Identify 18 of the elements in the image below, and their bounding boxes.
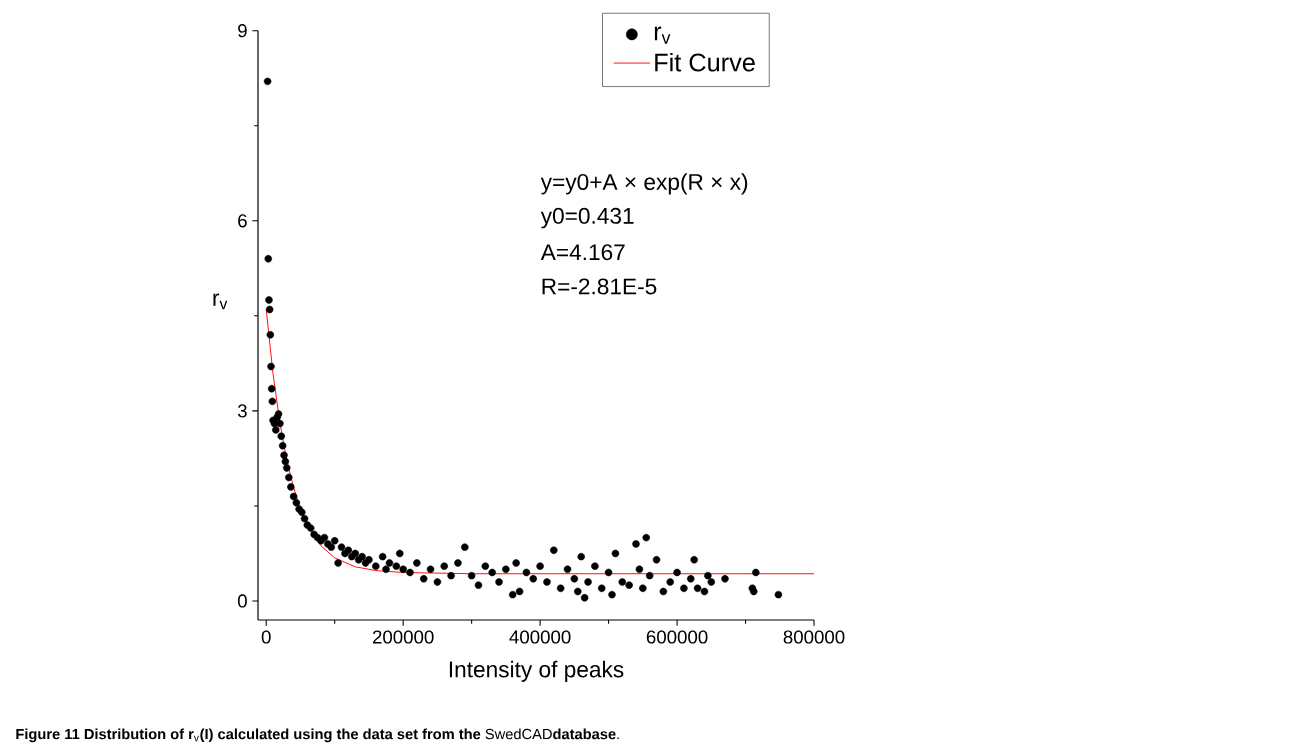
x-axis-title: Intensity of peaks — [449, 660, 624, 682]
legend-label: Fit Curve — [655, 52, 755, 72]
x-tick-label: 800000 — [783, 630, 845, 644]
y-tick-label: 3 — [237, 404, 247, 418]
x-tick-label: 0 — [261, 630, 271, 644]
annotation: A=4.167 — [540, 244, 625, 261]
legend-label: r$_{v}$ — [654, 26, 671, 44]
y-tick-label: 6 — [238, 214, 247, 228]
annotation: y0=0.431 — [540, 207, 634, 229]
x-tick-label: 400000 — [509, 630, 571, 644]
y-tick-label: 0 — [237, 594, 247, 608]
annotation: y=y0+A × exp(R × x) — [540, 173, 748, 195]
y-tick-label: 9 — [238, 24, 247, 38]
x-tick-label: 200000 — [372, 630, 434, 644]
y-axis-title: r$_{v}$ — [213, 293, 228, 310]
annotation: R=-2.81E-5 — [542, 278, 657, 295]
text: Figure 11 Distribution of r$_{v}$(I) calculated using the data set from the SwedCADdatabase. — [16, 728, 619, 743]
x-tick-label: 600000 — [646, 630, 708, 644]
